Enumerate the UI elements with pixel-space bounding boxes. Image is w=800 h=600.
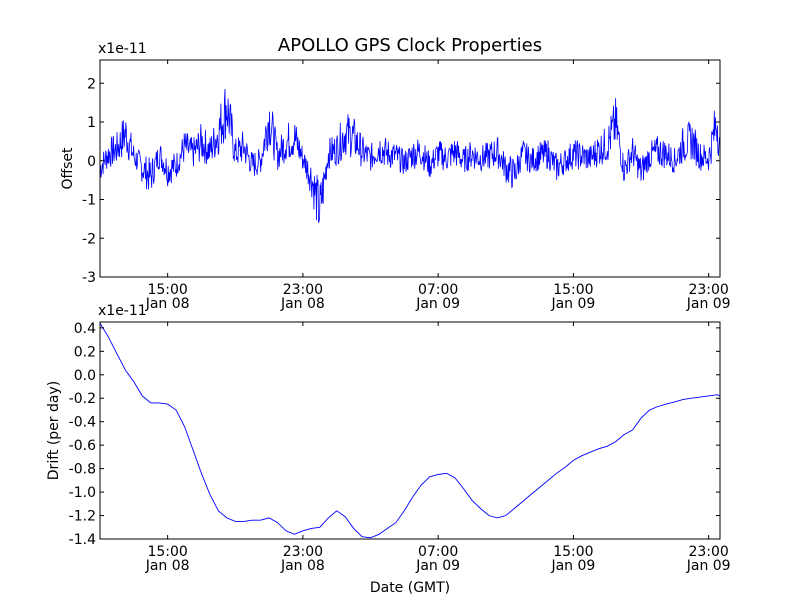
x-tick-time-label: 07:00 (418, 544, 458, 560)
x-tick-time-label: 15:00 (147, 544, 187, 560)
y-tick-label: 0.2 (74, 344, 96, 360)
x-tick-time-label: 15:00 (553, 282, 593, 298)
y-tick-label: -3 (82, 270, 96, 286)
drift-series-line (100, 322, 720, 539)
offset-series-line (100, 88, 720, 223)
y-tick-label: 2 (87, 76, 96, 92)
x-tick-date-label: Jan 09 (550, 296, 595, 312)
y-tick-label: -1 (82, 193, 96, 209)
x-tick-date-label: Jan 09 (550, 558, 595, 574)
y-tick-label: 1 (87, 115, 96, 131)
x-axis-label: Date (GMT) (370, 580, 450, 596)
x-tick-date-label: Jan 08 (280, 296, 325, 312)
y-tick-label: -0.2 (69, 391, 96, 407)
y-tick-label: -0.8 (69, 462, 96, 478)
y-tick-label: 0.4 (74, 321, 96, 337)
axes-frame (99, 321, 721, 540)
x-tick-time-label: 15:00 (147, 282, 187, 298)
x-tick-date-label: Jan 08 (145, 296, 190, 312)
y-tick-label: -1.4 (69, 532, 96, 548)
y-tick-label: -2 (82, 231, 96, 247)
y-tick-label: -0.4 (69, 415, 96, 431)
y-tick-label: -1.0 (69, 485, 96, 501)
x-tick-time-label: 15:00 (553, 544, 593, 560)
x-tick-date-label: Jan 09 (415, 558, 460, 574)
drift-panel: 0.4 0.2 0.0 -0.2 -0.4 -0.6 -0.8 -1.0 -1.2 -1.4 15:… (46, 303, 731, 574)
axes-frame (99, 59, 721, 278)
x-tick-time-label: 07:00 (418, 282, 458, 298)
x-tick-date-label: Jan 09 (686, 558, 731, 574)
y-scale-label: x1e-11 (98, 41, 147, 57)
x-tick-date-label: Jan 08 (280, 558, 325, 574)
y-scale-label: x1e-11 (98, 303, 147, 319)
x-tick-date-label: Jan 09 (686, 296, 731, 312)
x-tick-time-label: 23:00 (688, 544, 728, 560)
y-tick-label: 0.0 (74, 368, 96, 384)
x-tick-time-label: 23:00 (283, 282, 323, 298)
x-tick-date-label: Jan 09 (415, 296, 460, 312)
y-tick-label: 0 (87, 154, 96, 170)
y-axis-label: Offset (60, 147, 76, 190)
x-tick-time-label: 23:00 (283, 544, 323, 560)
figure-title: APOLLO GPS Clock Properties (278, 35, 542, 56)
y-tick-label: -0.6 (69, 438, 96, 454)
y-tick-label: -1.2 (69, 509, 96, 525)
x-tick-date-label: Jan 08 (145, 558, 190, 574)
x-tick-time-label: 23:00 (688, 282, 728, 298)
y-axis-label: Drift (per day) (46, 381, 62, 480)
